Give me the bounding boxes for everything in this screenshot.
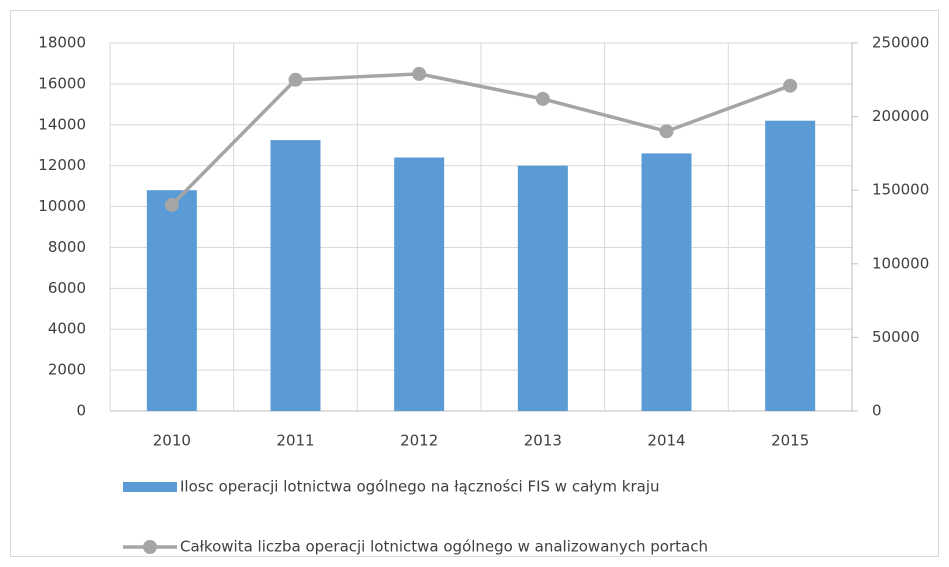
- line-marker: [412, 66, 427, 81]
- y-tick-label: 6000: [48, 279, 86, 297]
- x-tick-label: 2014: [647, 432, 685, 450]
- y-tick-label: 10000: [38, 197, 86, 215]
- bar: [765, 120, 816, 411]
- y-tick-label: 18000: [38, 34, 86, 52]
- line-marker: [659, 124, 674, 139]
- x-tick-label: 2012: [400, 432, 438, 450]
- y2-tick-label: 200000: [872, 107, 929, 125]
- legend-marker: [143, 540, 157, 554]
- line-marker: [783, 78, 798, 93]
- y2-tick-label: 250000: [872, 34, 929, 52]
- y2-tick-label: 150000: [872, 181, 929, 199]
- x-tick-label: 2011: [276, 432, 314, 450]
- x-tick-label: 2010: [153, 432, 191, 450]
- y2-tick-label: 100000: [872, 254, 929, 272]
- line-marker: [164, 197, 179, 212]
- y-tick-label: 4000: [48, 320, 86, 338]
- legend-swatch: [123, 482, 177, 492]
- y2-tick-label: 0: [872, 402, 882, 420]
- y-tick-label: 16000: [38, 74, 86, 92]
- line-marker: [288, 72, 303, 87]
- x-tick-label: 2015: [771, 432, 809, 450]
- bar: [270, 140, 321, 411]
- legend-label: Ilosc operacji lotnictwa ogólnego na łąc…: [180, 478, 660, 496]
- bar: [146, 190, 197, 411]
- y-tick-label: 2000: [48, 361, 86, 379]
- y-tick-label: 14000: [38, 115, 86, 133]
- line-marker: [535, 91, 550, 106]
- legend-label: Całkowita liczba operacji lotnictwa ogól…: [180, 538, 708, 556]
- y-tick-label: 8000: [48, 238, 86, 256]
- line: [170, 72, 791, 207]
- y-tick-label: 12000: [38, 156, 86, 174]
- x-tick-label: 2013: [524, 432, 562, 450]
- y2-tick-label: 50000: [872, 328, 920, 346]
- bar: [641, 153, 692, 411]
- y-tick-label: 0: [76, 402, 86, 420]
- bar: [517, 165, 568, 411]
- bar: [394, 157, 445, 411]
